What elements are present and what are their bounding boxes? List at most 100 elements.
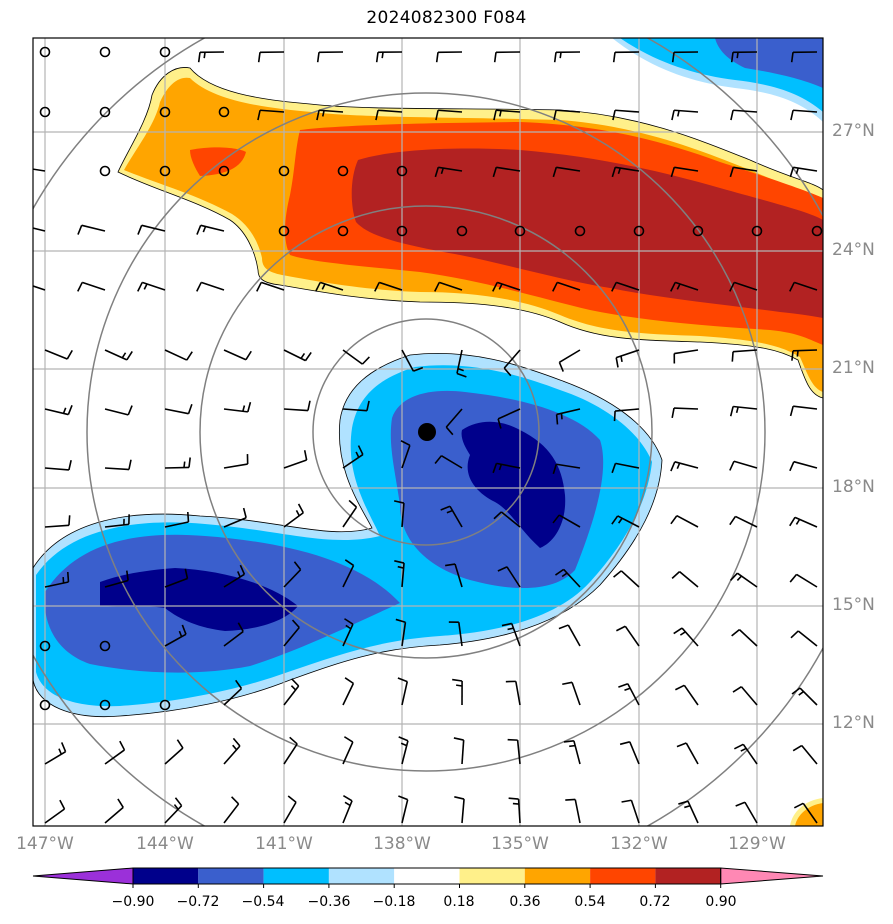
- wind-barb: [316, 109, 344, 121]
- wind-barb: [342, 499, 358, 528]
- wind-barb: [342, 445, 364, 469]
- colorbar-cell: [133, 868, 199, 884]
- calm-wind-circle: [218, 165, 230, 177]
- wind-barb: [77, 224, 106, 235]
- wind-barb: [619, 741, 640, 765]
- wind-barb: [445, 563, 463, 588]
- colorbar-tick-label: −0.36: [307, 894, 351, 910]
- wind-barb: [104, 405, 133, 416]
- wind-barb: [615, 349, 640, 368]
- wind-barb: [283, 450, 308, 469]
- lat-label: 12°N: [832, 713, 875, 733]
- wind-barb: [793, 802, 818, 824]
- wind-barb: [435, 109, 463, 121]
- wind-barb: [612, 51, 640, 63]
- wind-barb: [393, 500, 405, 528]
- wind-barb: [223, 402, 252, 413]
- wind-barb: [611, 166, 640, 178]
- wind-barb: [44, 515, 71, 528]
- colorbar-tick-label: −0.18: [372, 894, 416, 910]
- wind-barb: [507, 738, 521, 765]
- calm-wind-circle: [159, 46, 171, 58]
- wind-barb: [44, 349, 73, 360]
- wind-barb: [671, 407, 699, 418]
- wind-barb: [445, 408, 463, 436]
- wind-barb: [375, 51, 403, 63]
- wind-barb: [223, 564, 246, 588]
- wind-barb: [223, 622, 244, 647]
- wind-barb: [791, 349, 818, 361]
- colorbar-cell: [263, 868, 329, 884]
- wind-barb: [676, 742, 699, 765]
- top-right-anomaly: [612, 38, 823, 122]
- wind-barb: [791, 687, 818, 706]
- wind-barb: [792, 744, 818, 765]
- calm-wind-circle: [278, 225, 290, 237]
- wind-barb: [565, 798, 581, 824]
- wind-barb: [342, 349, 370, 365]
- gridlines: [33, 38, 823, 826]
- wind-barb: [283, 349, 312, 362]
- wind-barb: [733, 743, 758, 765]
- wind-barb: [790, 109, 818, 121]
- wind-barb: [492, 281, 521, 292]
- colorbar-cell: [328, 868, 395, 884]
- wind-barb: [342, 400, 370, 412]
- calm-wind-circle: [159, 106, 171, 118]
- colorbar-cell: [655, 868, 721, 884]
- wind-barb: [316, 51, 344, 63]
- wind-barb: [492, 166, 521, 178]
- wind-barb: [398, 736, 409, 765]
- colorbar-tick-label: −0.90: [111, 894, 155, 910]
- calm-wind-circle: [99, 46, 111, 58]
- wind-barb: [729, 515, 758, 528]
- wind-barb: [196, 281, 225, 292]
- wind-barb: [223, 507, 247, 528]
- map-title: 2024082300 F084: [366, 8, 527, 28]
- wind-barb: [729, 405, 758, 417]
- wind-barb: [789, 166, 818, 178]
- wind-barb: [675, 684, 699, 706]
- wind-barb: [671, 109, 699, 121]
- colorbar-tick-label: 0.54: [574, 894, 606, 910]
- range-ring-2: [199, 205, 653, 659]
- lat-label: 15°N: [832, 595, 875, 615]
- calm-wind-circle: [99, 640, 111, 652]
- wind-barb: [137, 281, 166, 292]
- wind-barb: [164, 797, 183, 824]
- wind-barb: [503, 349, 521, 377]
- colorbar-cell: [590, 868, 656, 884]
- wind-barb: [729, 572, 758, 588]
- calm-wind-circle: [99, 699, 111, 711]
- wind-barb: [104, 740, 126, 765]
- wind-barb: [164, 624, 187, 647]
- lon-label: 129°W: [728, 834, 786, 854]
- wind-barb: [732, 686, 758, 706]
- wind-barb: [164, 349, 193, 361]
- wind-barb: [257, 51, 285, 63]
- colorbar-tick-label: −0.72: [176, 894, 220, 910]
- colorbar-extend-low: [32, 867, 134, 885]
- wind-barb: [789, 460, 818, 472]
- wind-barb: [342, 677, 355, 706]
- colorbar-tick-label: 0.36: [509, 894, 541, 910]
- colorbar-extend-high: [720, 867, 824, 885]
- wind-barb: [678, 800, 699, 824]
- wind-barb: [434, 166, 463, 178]
- wind-barb: [611, 515, 640, 528]
- wind-barb: [283, 795, 297, 824]
- wind-barb: [670, 461, 699, 472]
- calm-wind-circle: [39, 46, 51, 58]
- colorbar-cell: [459, 868, 525, 884]
- lat-label: 24°N: [832, 240, 875, 260]
- storm-center-marker: [418, 423, 436, 441]
- wind-barb: [33, 285, 46, 291]
- wind-barb: [505, 680, 521, 706]
- wind-barb: [613, 570, 640, 588]
- lat-label: 21°N: [832, 358, 875, 378]
- wind-barb: [789, 405, 818, 417]
- wind-barb: [342, 559, 355, 588]
- colorbar-outline: [132, 867, 722, 885]
- wind-barb: [342, 795, 353, 824]
- calm-wind-circle: [574, 225, 586, 237]
